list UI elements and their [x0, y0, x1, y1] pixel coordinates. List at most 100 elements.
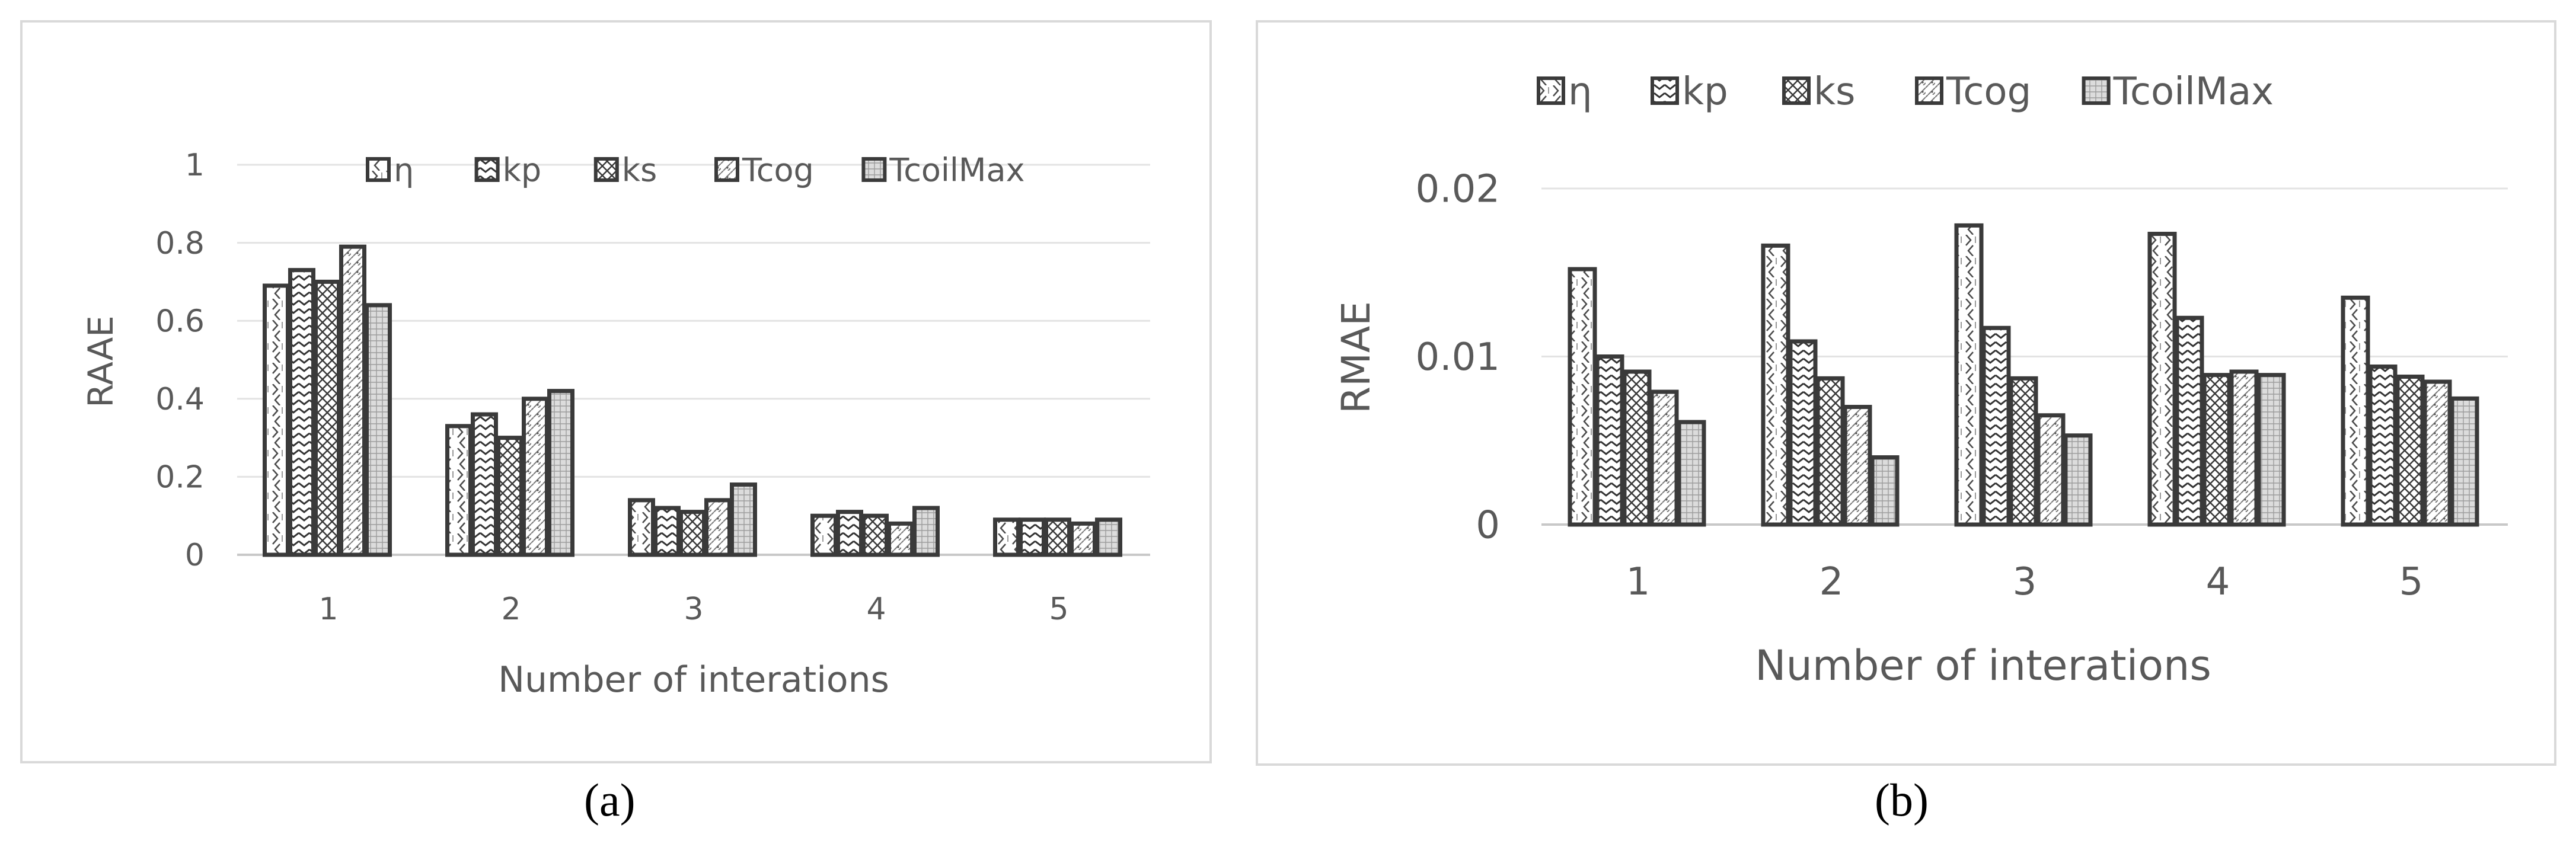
x-tick-label: 3: [684, 592, 703, 627]
bar-kp-1: [1595, 354, 1624, 527]
legend-item-η: η: [366, 151, 414, 188]
legend-swatch: [714, 157, 739, 182]
legend-label: TcoilMax: [889, 151, 1024, 188]
chart-a-yticks: 0 0.2 0.4 0.6 0.8 1: [155, 148, 205, 573]
legend-swatch: [1537, 76, 1565, 105]
x-tick-label: 3: [2013, 560, 2037, 604]
bar-kp-2: [471, 412, 498, 557]
chart-b-xlabel: Number of interations: [1755, 641, 2211, 690]
legend-label: ks: [1814, 70, 1855, 114]
bar-Tcog-4: [887, 521, 914, 557]
bar-TcoilMax-4: [912, 506, 940, 557]
bar-Tcog-3: [2036, 413, 2066, 527]
legend-label: ks: [622, 151, 657, 188]
y-tick-label: 0.02: [1416, 167, 1501, 211]
bar-Tcog-5: [2422, 379, 2452, 527]
chart-a-ylabel: RAAE: [81, 315, 121, 408]
bar-η-2: [445, 424, 473, 557]
chart-b-bars: [1568, 223, 2479, 527]
bar-η-1: [263, 283, 290, 557]
y-tick-label: 0.2: [155, 460, 205, 496]
legend-swatch: [2082, 76, 2111, 105]
bar-Tcog-2: [1843, 405, 1872, 527]
bar-TcoilMax-5: [1095, 517, 1122, 557]
bar-η-1: [1568, 267, 1597, 527]
bar-kp-5: [2368, 365, 2398, 527]
chart-b-xticks: 1 2 3 4 5: [1626, 560, 2424, 604]
chart-b: 0 0.01 0.02 1 2 3 4 5 η kp ks Tcog TcoilMax RMAE N…: [1256, 20, 2556, 766]
bar-kp-3: [1981, 325, 2011, 527]
legend-swatch: [1782, 76, 1811, 105]
legend-label: kp: [503, 151, 542, 188]
legend-item-kp: kp: [474, 151, 542, 188]
legend-swatch: [861, 157, 887, 182]
chart-b-legend: η kp ks Tcog TcoilMax: [1537, 70, 2274, 114]
bar-Tcog-2: [522, 397, 549, 557]
legend-label: Tcog: [1946, 70, 2031, 114]
legend-swatch: [366, 157, 391, 182]
legend-label: η: [394, 151, 414, 188]
bar-ks-5: [1044, 517, 1071, 557]
legend-label: Tcog: [742, 151, 814, 188]
legend-label: η: [1568, 70, 1592, 114]
chart-a-bars: [263, 244, 1122, 557]
legend-item-kp: kp: [1651, 70, 1728, 114]
bar-η-5: [2341, 295, 2370, 527]
x-tick-label: 4: [866, 592, 886, 627]
bar-kp-4: [2175, 315, 2204, 527]
bar-η-4: [810, 513, 838, 557]
legend-item-η: η: [1537, 70, 1592, 114]
bar-η-2: [1761, 243, 1790, 527]
legend-swatch: [1915, 76, 1943, 105]
bar-TcoilMax-3: [730, 482, 757, 557]
legend-swatch: [593, 157, 619, 182]
legend-item-TcoilMax: TcoilMax: [861, 151, 1025, 188]
chart-b-frame: [1256, 20, 2556, 766]
bar-TcoilMax-2: [1870, 455, 1900, 527]
y-tick-label: 0: [1476, 503, 1500, 547]
bar-η-4: [2147, 232, 2177, 527]
chart-a-legend: η kp ks Tcog TcoilMax: [366, 151, 1025, 188]
legend-item-Tcog: Tcog: [714, 151, 814, 188]
bar-η-5: [993, 517, 1020, 557]
y-tick-label: 0.6: [155, 303, 205, 339]
bar-ks-2: [496, 436, 524, 557]
bar-TcoilMax-2: [547, 389, 574, 557]
bar-Tcog-1: [1649, 389, 1679, 527]
x-tick-label: 5: [2399, 560, 2424, 604]
bar-TcoilMax-4: [2256, 373, 2286, 527]
bar-TcoilMax-1: [365, 303, 392, 557]
bar-kp-3: [653, 506, 681, 557]
bar-kp-1: [288, 268, 315, 557]
bar-ks-5: [2395, 375, 2425, 527]
x-tick-label: 4: [2206, 560, 2230, 604]
x-tick-label: 5: [1049, 592, 1068, 627]
x-tick-label: 1: [1626, 560, 1651, 604]
chart-a-xlabel: Number of interations: [498, 659, 889, 701]
caption-b: (b): [1875, 774, 1929, 826]
y-tick-label: 0.01: [1416, 335, 1501, 379]
legend-swatch: [1651, 76, 1679, 105]
bar-η-3: [628, 498, 655, 557]
y-tick-label: 1: [185, 148, 205, 183]
x-tick-label: 1: [318, 592, 338, 627]
bar-Tcog-1: [339, 244, 366, 557]
bar-ks-2: [1815, 376, 1845, 527]
bar-kp-5: [1019, 517, 1046, 557]
bar-ks-4: [861, 513, 889, 557]
bar-ks-4: [2202, 373, 2232, 527]
bar-TcoilMax-1: [1677, 420, 1706, 527]
legend-label: kp: [1682, 70, 1728, 114]
bar-Tcog-4: [2229, 369, 2259, 527]
bar-Tcog-5: [1070, 521, 1097, 557]
bar-η-3: [1954, 223, 1984, 527]
chart-a-frame: [20, 20, 1212, 763]
legend-item-ks: ks: [1782, 70, 1855, 114]
bar-kp-4: [836, 510, 863, 557]
bar-ks-3: [2009, 376, 2038, 527]
legend-swatch: [474, 157, 500, 182]
bar-ks-3: [679, 510, 706, 557]
y-tick-label: 0: [185, 538, 205, 573]
x-tick-label: 2: [501, 592, 521, 627]
